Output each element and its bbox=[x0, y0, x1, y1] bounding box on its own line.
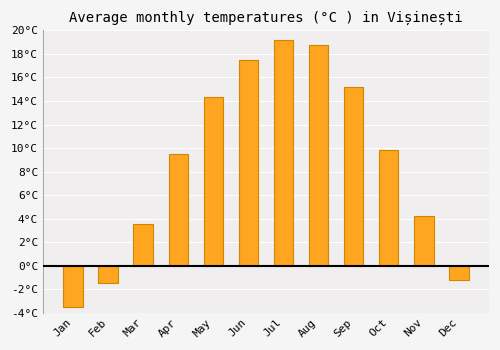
Bar bbox=[344, 87, 364, 266]
Bar bbox=[414, 216, 434, 266]
Bar bbox=[238, 60, 258, 266]
Bar bbox=[168, 154, 188, 266]
Bar bbox=[63, 266, 82, 307]
Bar bbox=[309, 44, 328, 266]
Bar bbox=[450, 266, 468, 280]
Title: Average monthly temperatures (°C ) in Vișinești: Average monthly temperatures (°C ) in Vi… bbox=[69, 11, 462, 25]
Bar bbox=[204, 97, 223, 266]
Bar bbox=[134, 224, 152, 266]
Bar bbox=[98, 266, 117, 283]
Bar bbox=[274, 40, 293, 266]
Bar bbox=[379, 150, 398, 266]
